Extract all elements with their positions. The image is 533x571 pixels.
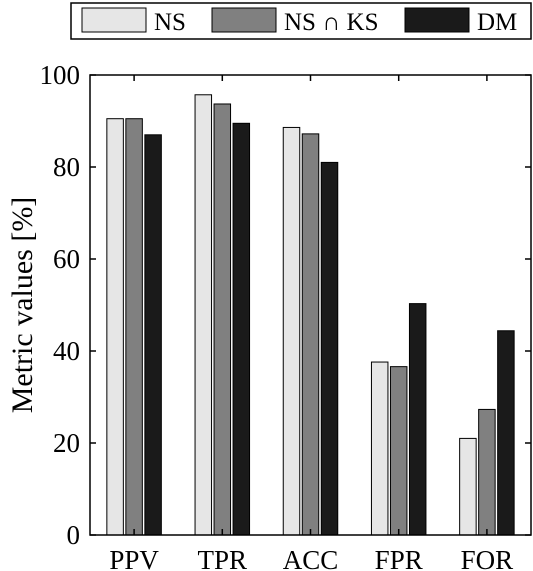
bar-fpr-series-3: [408, 303, 427, 536]
legend-swatch-2: [211, 7, 277, 33]
legend-swatch-1: [81, 7, 147, 33]
x-tick-label-fpr: FPR: [375, 545, 423, 571]
bar-acc-series-1: [282, 126, 301, 536]
bar-acc-series-3: [320, 161, 339, 536]
y-tick-label: 60: [53, 244, 80, 274]
legend-swatch-3: [404, 7, 470, 33]
bar-ppv-series-2: [125, 118, 143, 536]
x-tick-label-tpr: TPR: [198, 545, 248, 571]
bar-for-series-1: [459, 437, 477, 536]
x-tick-label-ppv: PPV: [109, 545, 159, 571]
bar-tpr-series-3: [232, 122, 251, 536]
plot-frame: [89, 74, 532, 536]
legend-label-1: NS: [154, 9, 186, 36]
x-tick-label-acc: ACC: [283, 545, 339, 571]
y-tick-label: 80: [53, 152, 80, 182]
legend: NS NS ∩ KS DM: [81, 7, 517, 36]
y-tick-label: 40: [53, 336, 80, 366]
legend-label-2: NS ∩ KS: [284, 9, 378, 36]
bar-acc-series-2: [301, 133, 320, 536]
x-axis-ticks: PPV TPR ACC FPR FOR: [109, 75, 513, 571]
x-tick-label-for: FOR: [461, 545, 514, 571]
legend-label-3: DM: [477, 9, 517, 36]
y-tick-label: 100: [40, 60, 81, 90]
bar-for-series-2: [478, 408, 496, 536]
y-tick-label: 20: [53, 428, 80, 458]
y-tick-label: 0: [67, 520, 81, 550]
bar-fpr-series-2: [389, 366, 408, 536]
bar-ppv-series-1: [106, 118, 124, 536]
bar-tpr-series-1: [194, 94, 213, 536]
bars: [106, 94, 515, 536]
bar-ppv-series-3: [144, 134, 162, 536]
bar-for-series-3: [497, 330, 515, 536]
bar-fpr-series-1: [370, 361, 389, 536]
y-axis-ticks: 0 20 40 60 80 100: [40, 60, 531, 550]
bar-tpr-series-2: [213, 103, 232, 536]
y-axis-label: Metric values [%]: [6, 197, 39, 414]
